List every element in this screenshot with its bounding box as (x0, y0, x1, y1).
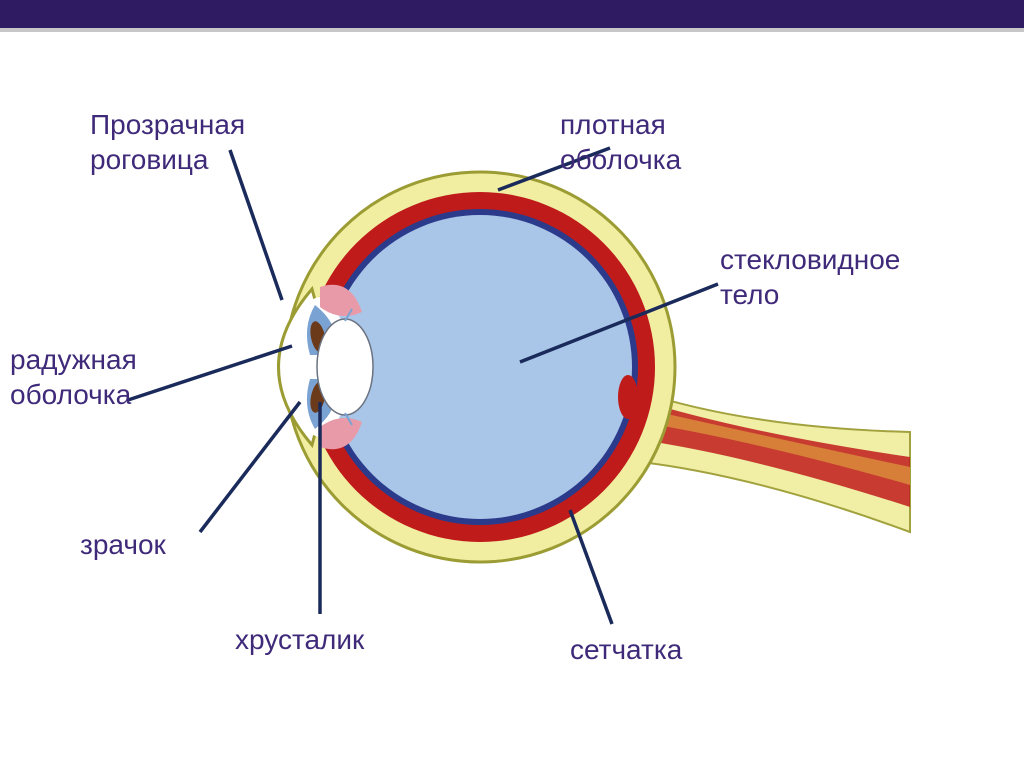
label-pupil: зрачок (80, 527, 166, 562)
label-sclera: плотная оболочка (560, 107, 681, 177)
label-lens: хрусталик (235, 622, 364, 657)
diagram-canvas: Прозрачная роговица плотная оболочка сте… (0, 32, 1024, 767)
iris-leader (128, 346, 292, 400)
label-retina: сетчатка (570, 632, 682, 667)
label-iris: радужная оболочка (10, 342, 137, 412)
label-cornea: Прозрачная роговица (90, 107, 245, 177)
header-bar (0, 0, 1024, 32)
pupil-leader (200, 402, 300, 532)
label-vitreous: стекловидное тело (720, 242, 900, 312)
